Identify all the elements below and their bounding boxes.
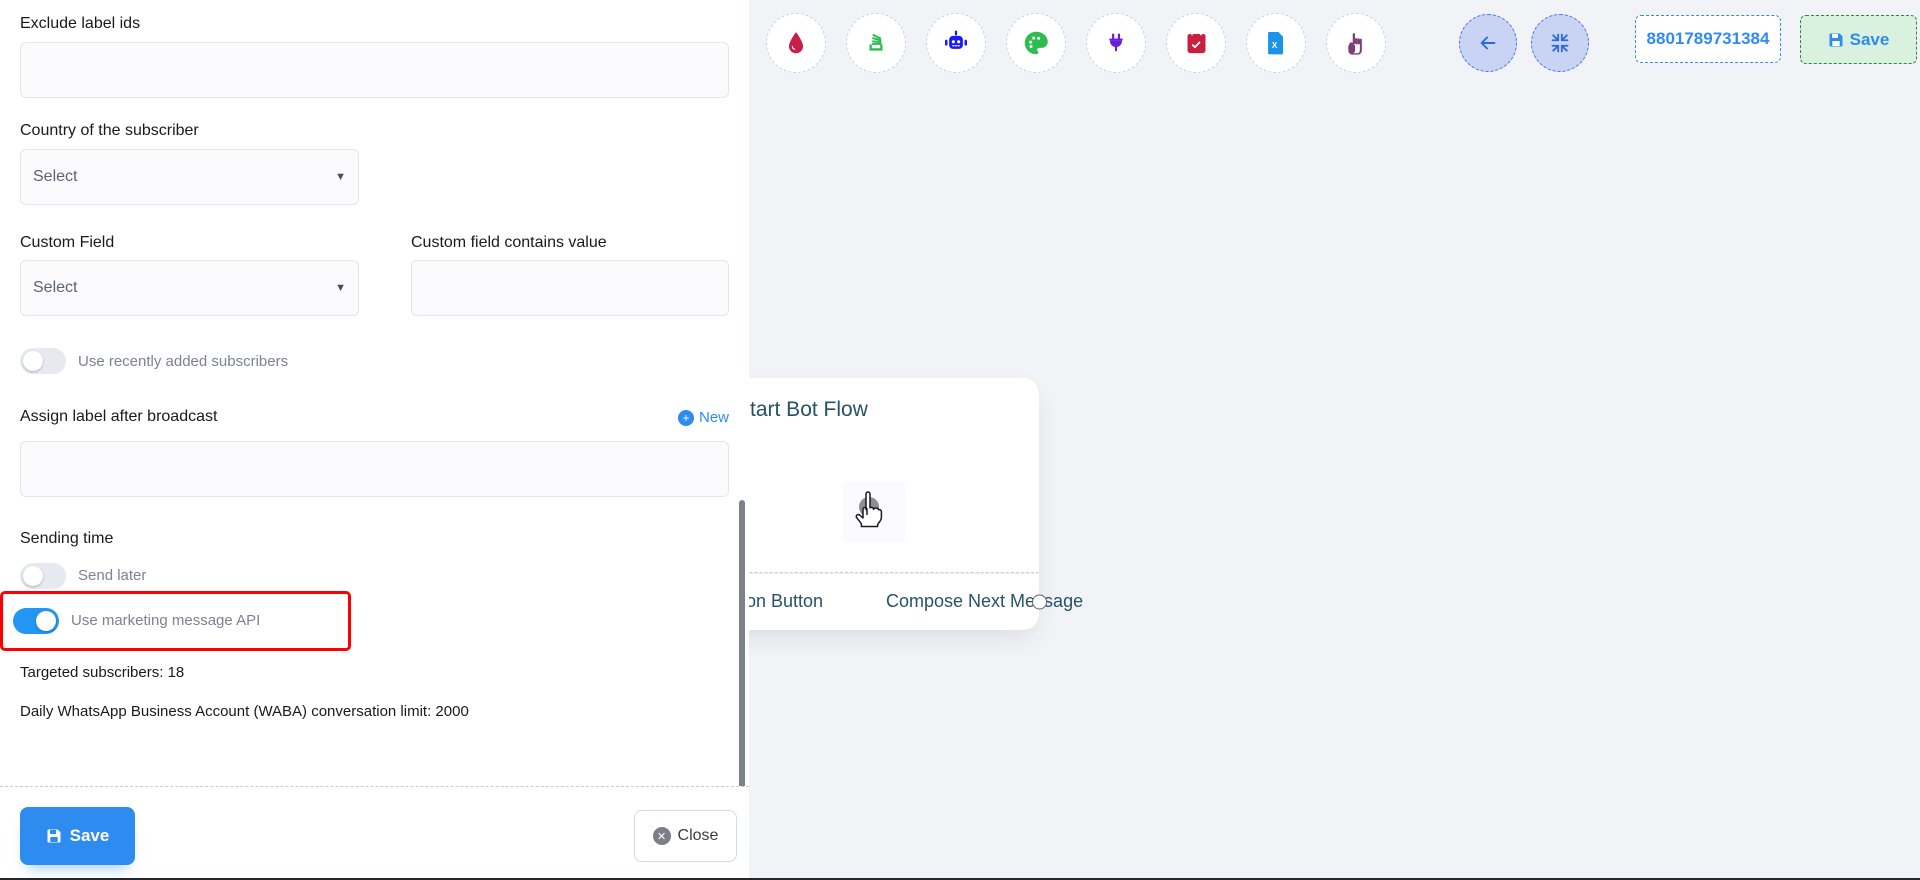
svg-text:X: X	[1272, 40, 1278, 50]
